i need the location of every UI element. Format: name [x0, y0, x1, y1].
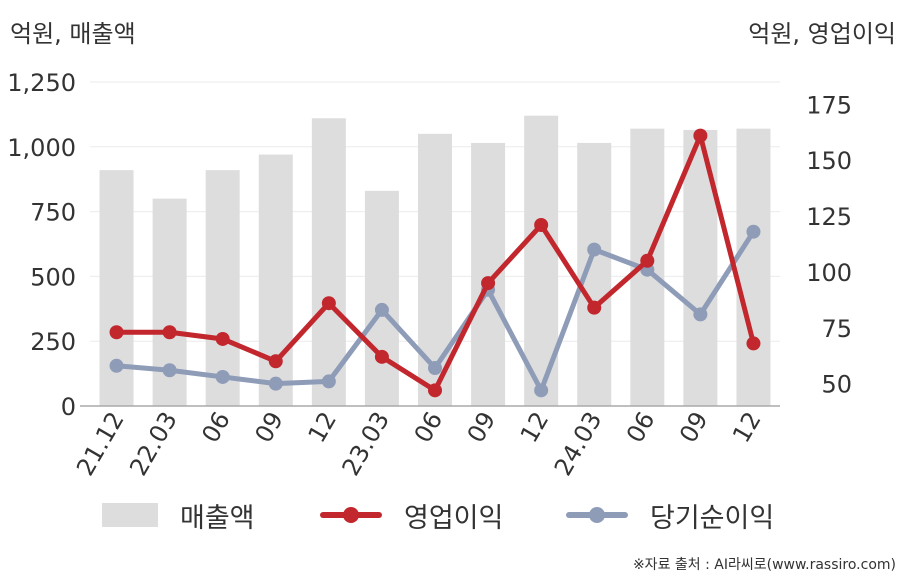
point-operating-profit [374, 349, 389, 364]
x-tick-label: 06 [196, 407, 236, 447]
y-right-tick-label: 125 [806, 203, 852, 231]
point-operating-profit [640, 253, 655, 268]
x-tick-label: 23.03 [337, 407, 396, 481]
x-tick-label: 24.03 [549, 407, 608, 481]
x-tick-label: 21.12 [71, 407, 130, 481]
point-net-income [693, 307, 708, 322]
y-right-tick-label: 150 [806, 147, 852, 175]
bar-revenue [683, 129, 718, 406]
legend-label-operating-profit: 영업이익 [404, 502, 504, 534]
chart-area: 0 250 500 750 1,000 1,250 50 75 100 125 150 175 21… [7, 69, 852, 481]
source-note: ※자료 출처 : AI라씨로(www.rassiro.com) [632, 557, 896, 573]
bar-revenue [205, 170, 240, 406]
y-left-tick-label: 1,250 [7, 69, 76, 97]
point-operating-profit [746, 336, 761, 351]
point-net-income [374, 302, 389, 317]
y-right-tick-label: 75 [821, 315, 852, 343]
right-axis-unit: 억원, 영업이익 [748, 20, 896, 48]
y-right-tick-label: 50 [821, 371, 852, 399]
y-right-tick-label: 175 [806, 91, 852, 119]
point-operating-profit [481, 276, 496, 291]
legend-swatch-revenue [102, 503, 158, 527]
point-net-income [162, 363, 177, 378]
y-left-tick-label: 0 [61, 393, 76, 421]
point-net-income [534, 383, 549, 398]
bar-revenue [311, 118, 346, 407]
bar-revenue [736, 128, 771, 406]
x-tick-label: 22.03 [124, 407, 183, 481]
legend-item-operating-profit: 영업이익 [320, 490, 503, 540]
x-tick-label: 09 [462, 407, 502, 447]
x-tick-label: 06 [409, 407, 449, 447]
bar-revenue [364, 190, 399, 406]
point-net-income [428, 361, 442, 376]
point-net-income [746, 224, 761, 239]
x-tick-label: 09 [674, 407, 714, 447]
right-y-tick-labels: 50 75 100 125 150 175 [806, 91, 852, 398]
point-operating-profit [428, 383, 442, 398]
bar-revenue [418, 133, 452, 406]
point-operating-profit [693, 128, 708, 143]
y-left-tick-label: 1,000 [7, 134, 76, 162]
left-y-tick-labels: 0 250 500 750 1,000 1,250 [7, 69, 76, 421]
x-tick-label: 09 [249, 407, 289, 447]
x-tick-label: 12 [303, 407, 343, 447]
legend-swatch-operating-profit [320, 503, 382, 527]
point-operating-profit [321, 296, 336, 311]
legend-label-revenue: 매출액 [180, 502, 255, 534]
y-left-tick-label: 250 [30, 328, 76, 356]
left-axis-unit: 억원, 매출액 [10, 20, 136, 48]
x-tick-label: 12 [727, 407, 767, 447]
point-operating-profit [109, 325, 124, 340]
legend-label-net-income: 당기순이익 [650, 502, 775, 534]
legend-swatch-net-income [566, 503, 628, 527]
legend: 매출액 영업이익 당기순이익 [0, 490, 908, 540]
point-net-income [109, 358, 124, 373]
x-tick-label: 06 [621, 407, 661, 447]
point-net-income [587, 242, 602, 257]
y-left-tick-label: 750 [30, 199, 76, 227]
y-left-tick-label: 500 [30, 263, 76, 291]
bar-revenue [471, 142, 506, 407]
x-tick-label: 12 [515, 407, 555, 447]
point-net-income [215, 369, 230, 384]
point-net-income [321, 374, 336, 389]
point-operating-profit [162, 325, 177, 340]
point-operating-profit [587, 300, 602, 315]
point-net-income [268, 376, 283, 391]
y-right-tick-label: 100 [806, 259, 852, 287]
point-operating-profit [268, 354, 283, 369]
line-series [109, 128, 761, 398]
point-operating-profit [534, 218, 549, 233]
point-operating-profit [215, 331, 230, 346]
legend-item-revenue: 매출액 [102, 490, 255, 540]
legend-item-net-income: 당기순이익 [566, 490, 774, 540]
